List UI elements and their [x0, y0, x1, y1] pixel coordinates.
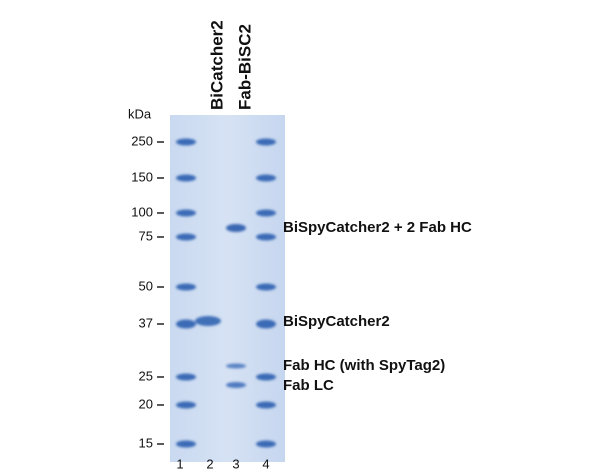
- lane-number: 3: [232, 456, 239, 471]
- unit-label: kDa: [128, 106, 152, 121]
- marker-band: [256, 233, 276, 241]
- marker-label: 50: [139, 278, 153, 293]
- band-annotation: BiSpyCatcher2: [283, 313, 390, 330]
- lane-number: 4: [262, 456, 269, 471]
- marker-label: 15: [139, 435, 153, 450]
- marker-band: [256, 174, 276, 182]
- marker-label: 100: [131, 204, 153, 219]
- band: [226, 224, 246, 232]
- lane-number: 1: [176, 456, 183, 471]
- marker-band: [256, 283, 276, 291]
- lane-header: Fab-BiSC2: [235, 24, 254, 110]
- marker-label: 37: [139, 315, 153, 330]
- lane-number: 2: [206, 456, 213, 471]
- marker-band: [176, 283, 196, 291]
- band-annotation: Fab HC (with SpyTag2): [283, 357, 445, 374]
- lane-header: BiCatcher2: [207, 20, 226, 110]
- marker-band: [176, 319, 196, 329]
- marker-label: 250: [131, 133, 153, 148]
- marker-band: [256, 138, 276, 146]
- marker-band: [256, 209, 276, 217]
- marker-band: [176, 138, 196, 146]
- marker-band: [256, 440, 276, 448]
- marker-band: [176, 373, 196, 381]
- marker-label: 150: [131, 169, 153, 184]
- band-annotation: Fab LC: [283, 377, 334, 394]
- band: [226, 363, 246, 369]
- band: [195, 316, 221, 326]
- bands: [176, 138, 276, 448]
- marker-band: [176, 401, 196, 409]
- marker-band: [176, 440, 196, 448]
- band-annotation: BiSpyCatcher2 + 2 Fab HC: [283, 219, 472, 236]
- marker-band: [176, 174, 196, 182]
- marker-label: 75: [139, 228, 153, 243]
- marker-band: [176, 209, 196, 217]
- marker-band: [256, 373, 276, 381]
- marker-label: 20: [139, 396, 153, 411]
- marker-band: [176, 233, 196, 241]
- marker-band: [256, 319, 276, 329]
- band: [226, 382, 246, 388]
- marker-label: 25: [139, 368, 153, 383]
- marker-band: [256, 401, 276, 409]
